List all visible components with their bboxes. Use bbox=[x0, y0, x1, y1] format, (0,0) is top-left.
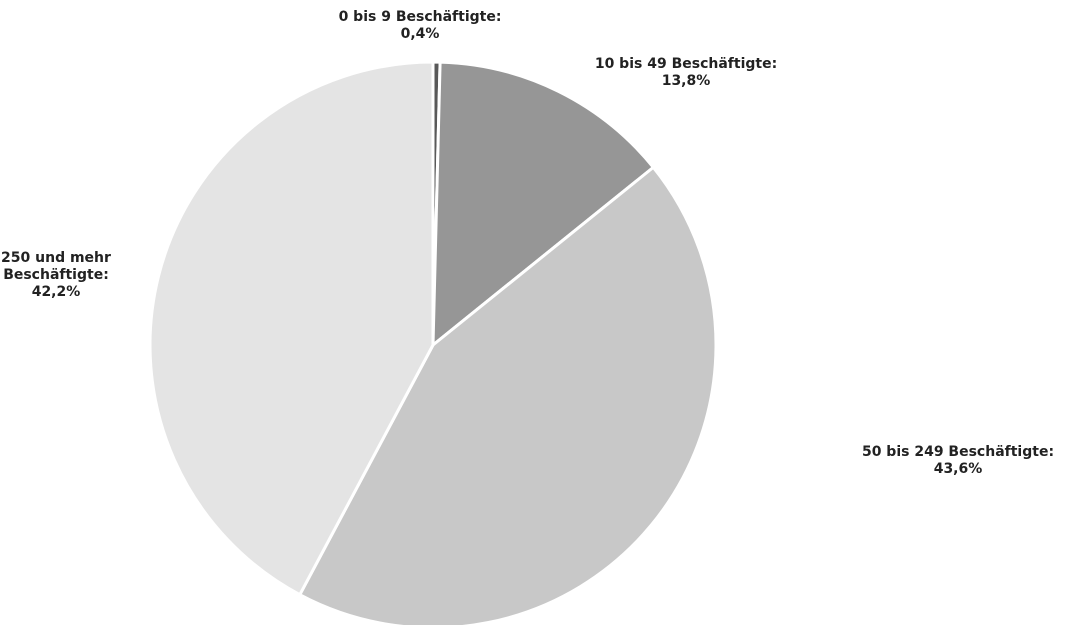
pie-label-name: 250 und mehr bbox=[1, 250, 111, 266]
pie-labels: 0 bis 9 Beschäftigte: 0,4% 10 bis 49 Besch… bbox=[1, 9, 1054, 477]
pie-label-0: 0 bis 9 Beschäftigte: 0,4% bbox=[339, 9, 502, 42]
pie-slice-2 bbox=[298, 165, 718, 625]
pie-slices bbox=[148, 60, 718, 625]
pie-label-value: 43,6% bbox=[934, 461, 983, 477]
pie-label-name: 50 bis 249 Beschäftigte: bbox=[862, 444, 1054, 460]
pie-label-3: 250 und mehr Beschäftigte: 42,2% bbox=[1, 250, 111, 300]
pie-label-name: 10 bis 49 Beschäftigte: bbox=[595, 56, 777, 72]
pie-label-value: 0,4% bbox=[401, 26, 440, 42]
pie-label-value: 13,8% bbox=[662, 73, 711, 89]
pie-slice-1 bbox=[431, 60, 655, 347]
pie-label-name: Beschäftigte: bbox=[3, 267, 109, 283]
pie-slice-3 bbox=[148, 60, 435, 597]
pie-label-value: 42,2% bbox=[32, 284, 81, 300]
pie-label-name: 0 bis 9 Beschäftigte: bbox=[339, 9, 502, 25]
pie-label-2: 50 bis 249 Beschäftigte: 43,6% bbox=[862, 444, 1054, 477]
pie-label-1: 10 bis 49 Beschäftigte: 13,8% bbox=[595, 56, 777, 89]
